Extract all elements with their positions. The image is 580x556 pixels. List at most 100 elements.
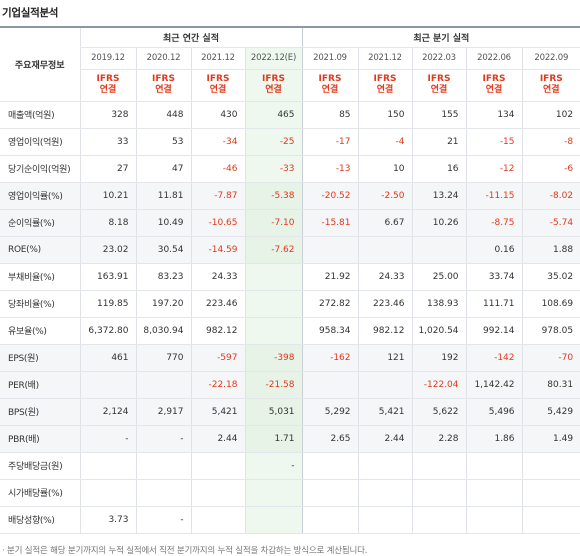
table-row: PER(배) -22.18 -21.58 -122.04 1,142.42 80.31	[0, 371, 580, 399]
table-cell	[465, 479, 523, 507]
table-cell: 163.91	[79, 263, 136, 291]
basis-header: IFRS 연결	[301, 69, 359, 102]
basis-scope: 연결	[209, 85, 227, 95]
table-cell: -162	[301, 344, 359, 372]
basis-scope: 연결	[430, 85, 448, 95]
row-label: BPS(원)	[0, 398, 80, 426]
table-row: 주당배당금(원) -	[0, 452, 580, 480]
quarter-group-header: 최근 분기 실적	[301, 26, 580, 48]
table-cell: 1.71	[244, 425, 303, 453]
basis-scope: 연결	[99, 85, 117, 95]
section-title: 기업실적분석	[2, 7, 59, 19]
table-cell: -597	[190, 344, 245, 372]
table-cell: 10.21	[79, 182, 136, 210]
table-cell	[244, 479, 303, 507]
table-cell: -122.04	[411, 371, 467, 399]
table-cell: 27	[79, 155, 136, 183]
table-cell: 23.02	[79, 236, 136, 264]
table-cell: -8.02	[521, 182, 580, 210]
table-cell	[244, 317, 303, 345]
table-cell: 138.93	[411, 290, 467, 318]
table-cell	[190, 452, 245, 480]
row-label: 당좌비율(%)	[0, 290, 80, 318]
basis-scope: 연결	[376, 85, 394, 95]
annual-group-header: 최근 연간 실적	[79, 26, 303, 48]
table-cell	[301, 479, 359, 507]
table-cell: 2.44	[190, 425, 245, 453]
table-cell: -13	[301, 155, 359, 183]
period-header: 2022.06	[465, 47, 523, 70]
table-cell: -20.52	[301, 182, 359, 210]
table-cell	[357, 371, 413, 399]
table-cell: 53	[135, 128, 191, 156]
table-cell: 2,917	[135, 398, 191, 426]
table-cell: 121	[357, 344, 413, 372]
basis-header: IFRS 연결	[135, 69, 191, 102]
table-cell: 24.33	[357, 263, 413, 291]
table-cell: 328	[79, 101, 136, 129]
table-cell: 33	[79, 128, 136, 156]
table-cell: -11.15	[465, 182, 523, 210]
table-cell: 430	[190, 101, 245, 129]
table-cell: -12	[465, 155, 523, 183]
basis-standard: IFRS	[152, 74, 175, 84]
table-cell: -15.81	[301, 209, 359, 237]
table-cell	[521, 479, 580, 507]
table-cell: 13.24	[411, 182, 467, 210]
basis-scope: 연결	[321, 85, 339, 95]
basis-standard: IFRS	[482, 74, 506, 84]
row-label: EPS(원)	[0, 344, 80, 372]
table-row: 영업이익률(%) 10.21 11.81 -7.87 -5.38 -20.52 -2.50 1…	[0, 182, 580, 210]
table-row: EPS(원) 461 770 -597 -398 -162 121 192 -142 -70	[0, 344, 580, 372]
table-cell: 2.44	[357, 425, 413, 453]
basis-header: IFRS 연결	[79, 69, 136, 102]
table-cell: 21	[411, 128, 467, 156]
table-cell: -	[135, 425, 191, 453]
table-row: BPS(원) 2,124 2,917 5,421 5,031 5,292 5,421 5,62…	[0, 398, 580, 426]
table-cell	[521, 452, 580, 480]
table-cell: 10.26	[411, 209, 467, 237]
table-cell: 223.46	[357, 290, 413, 318]
table-cell: -17	[301, 128, 359, 156]
table-cell: -	[135, 506, 191, 534]
table-cell: 6.67	[357, 209, 413, 237]
table-cell: -6	[521, 155, 580, 183]
table-cell: 978.05	[521, 317, 580, 345]
table-cell: 982.12	[357, 317, 413, 345]
period-header: 2021.09	[301, 47, 359, 70]
table-cell: -33	[244, 155, 303, 183]
table-cell: -21.58	[244, 371, 303, 399]
table-cell	[357, 452, 413, 480]
table-cell: -	[79, 425, 136, 453]
table-cell: 2.65	[301, 425, 359, 453]
table-cell: 992.14	[465, 317, 523, 345]
row-label: 주당배당금(원)	[0, 452, 80, 480]
table-cell: -142	[465, 344, 523, 372]
table-cell: 5,421	[357, 398, 413, 426]
period-header: 2022.09	[521, 47, 580, 70]
table-cell: 448	[135, 101, 191, 129]
table-row: 부채비율(%) 163.91 83.23 24.33 21.92 24.33 25.00 33…	[0, 263, 580, 291]
table-cell: -10.65	[190, 209, 245, 237]
table-cell: -8.75	[465, 209, 523, 237]
table-row: PBR(배) - -2.44 1.71 2.65 2.44 2.28 1.86 1.49	[0, 425, 580, 453]
basis-standard: IFRS	[96, 74, 120, 84]
table-cell	[244, 290, 303, 318]
table-cell: 465	[244, 101, 303, 129]
basis-header: IFRS 연결	[411, 69, 467, 102]
table-row: ROE(%) 23.02 30.54 -14.59 -7.62 0.16 1.88	[0, 236, 580, 264]
table-cell	[79, 371, 136, 399]
table-cell	[521, 506, 580, 534]
table-cell: 1.86	[465, 425, 523, 453]
table-cell: 119.85	[79, 290, 136, 318]
basis-standard: IFRS	[318, 74, 342, 84]
table-cell: 10	[357, 155, 413, 183]
row-label: 당기순이익(억원)	[0, 155, 80, 183]
table-cell: 21.92	[301, 263, 359, 291]
table-cell	[190, 479, 245, 507]
basis-standard: IFRS	[427, 74, 451, 84]
table-cell: 30.54	[135, 236, 191, 264]
table-row: 시가배당률(%)	[0, 479, 580, 507]
table-row: 당기순이익(억원) 27 47 -46 -33 -13 10 16 -12 -6	[0, 155, 580, 183]
table-cell	[465, 452, 523, 480]
